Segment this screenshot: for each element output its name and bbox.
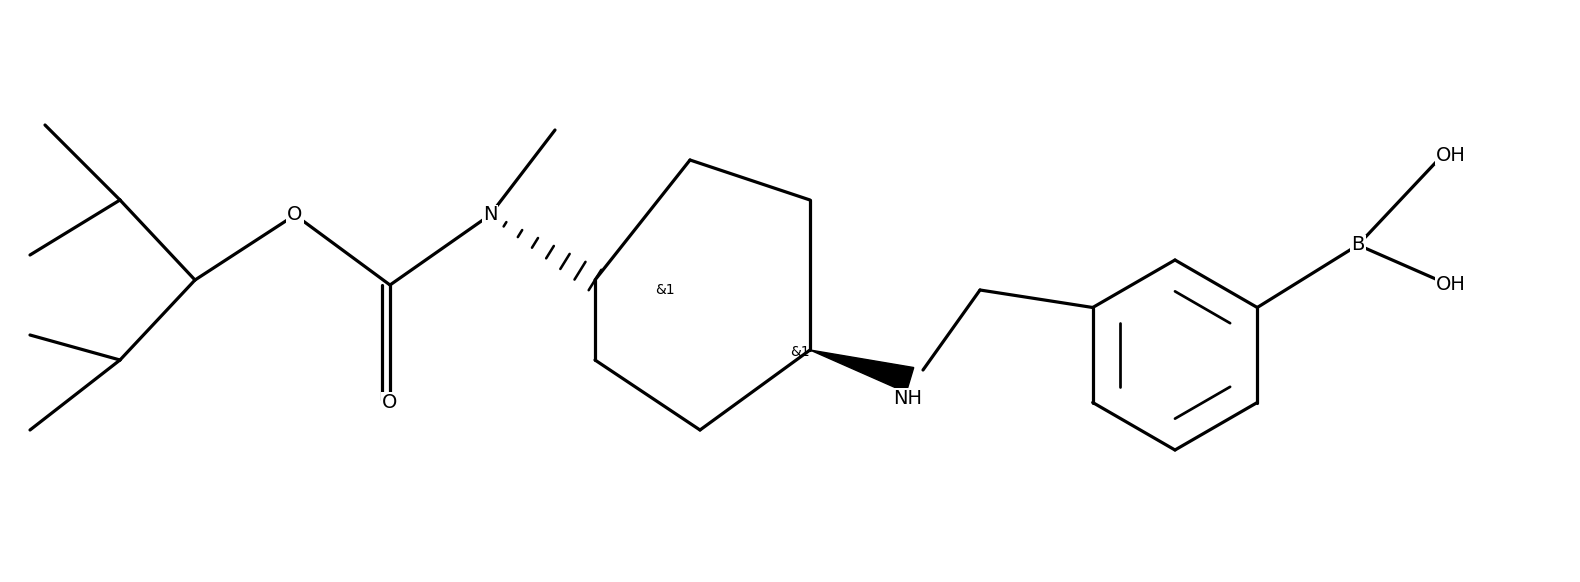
Text: B: B xyxy=(1351,236,1365,254)
Text: &1: &1 xyxy=(656,283,675,297)
Text: NH: NH xyxy=(894,389,923,407)
Text: N: N xyxy=(483,205,498,225)
Text: O: O xyxy=(382,392,398,411)
Text: &1: &1 xyxy=(790,345,809,359)
Polygon shape xyxy=(811,350,913,392)
Text: OH: OH xyxy=(1436,146,1466,165)
Text: O: O xyxy=(288,205,303,225)
Text: OH: OH xyxy=(1436,275,1466,294)
